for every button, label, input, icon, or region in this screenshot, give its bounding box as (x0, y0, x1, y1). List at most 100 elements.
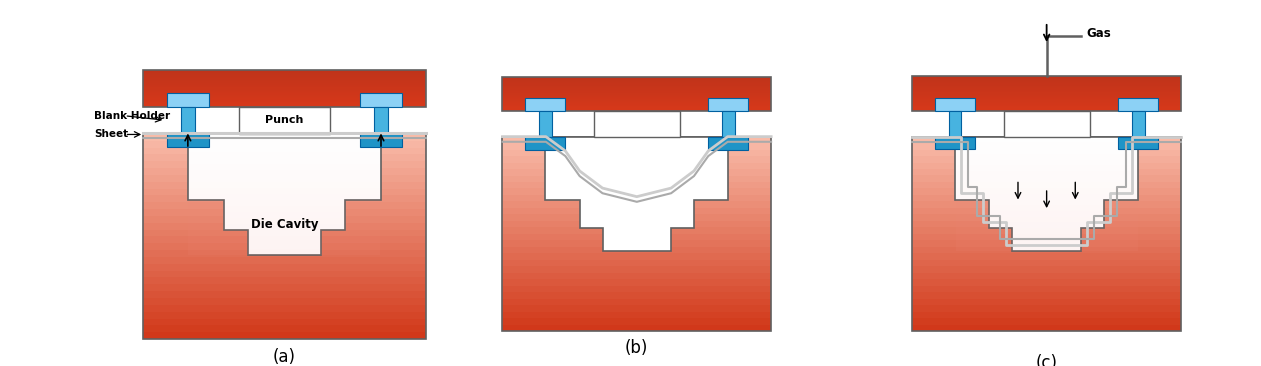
Bar (502, 311, 772, 318)
Bar (912, 286, 1182, 292)
Bar (934, 137, 975, 149)
Bar (182, 107, 194, 134)
Text: Punch: Punch (265, 115, 304, 125)
Bar (188, 176, 381, 182)
Bar (142, 175, 426, 182)
Bar (912, 76, 1182, 111)
Bar (142, 250, 426, 257)
Bar (142, 195, 426, 202)
Bar (502, 108, 772, 109)
Bar (188, 152, 381, 158)
Bar (912, 80, 1182, 81)
Polygon shape (955, 137, 1139, 251)
Bar (142, 141, 426, 147)
Bar (912, 106, 1182, 107)
Bar (912, 103, 1182, 104)
Bar (912, 102, 1182, 103)
Bar (502, 247, 772, 253)
Bar (956, 194, 1137, 199)
Bar (502, 93, 772, 94)
Bar (188, 194, 381, 200)
Bar (912, 90, 1182, 91)
Bar (359, 134, 402, 147)
Bar (956, 245, 1137, 251)
Polygon shape (188, 134, 381, 255)
Bar (142, 134, 426, 339)
Bar (502, 208, 772, 214)
Bar (502, 101, 772, 102)
Bar (912, 97, 1182, 98)
Bar (912, 105, 1182, 106)
Bar (526, 98, 565, 111)
Bar (502, 97, 772, 98)
Bar (956, 205, 1137, 211)
Bar (502, 201, 772, 208)
Bar (502, 103, 772, 104)
Bar (188, 219, 381, 224)
Bar (912, 83, 1182, 85)
Bar (912, 169, 1182, 175)
Bar (188, 243, 381, 249)
Bar (502, 279, 772, 285)
Bar (188, 164, 381, 170)
Bar (956, 137, 1137, 142)
Bar (502, 227, 772, 234)
Bar (502, 104, 772, 105)
Bar (142, 98, 426, 100)
Bar (956, 182, 1137, 188)
Bar (502, 214, 772, 221)
Bar (912, 93, 1182, 94)
Bar (142, 103, 426, 104)
Bar (709, 137, 748, 149)
Bar (502, 96, 772, 97)
Bar (502, 110, 772, 111)
Bar (502, 95, 772, 96)
Bar (912, 137, 1182, 143)
Bar (502, 100, 772, 101)
Bar (142, 80, 426, 81)
Text: Die Cavity: Die Cavity (251, 218, 318, 231)
Bar (912, 76, 1182, 78)
Bar (142, 134, 426, 141)
Bar (142, 97, 426, 98)
Text: (c): (c) (1035, 354, 1058, 366)
Bar (142, 325, 426, 332)
Bar (142, 188, 426, 195)
Bar (142, 79, 426, 80)
Bar (1119, 137, 1159, 149)
Bar (142, 83, 426, 84)
Bar (912, 143, 1182, 150)
Bar (934, 98, 975, 111)
Bar (956, 165, 1137, 171)
Bar (142, 102, 426, 103)
Bar (912, 109, 1182, 111)
Bar (502, 109, 772, 110)
Bar (956, 234, 1137, 240)
Bar (502, 137, 772, 331)
Bar (166, 93, 209, 107)
Bar (142, 81, 426, 83)
Bar (912, 201, 1182, 208)
Bar (142, 87, 426, 89)
Bar (912, 312, 1182, 318)
Bar (912, 95, 1182, 96)
Bar (142, 202, 426, 209)
Bar (912, 91, 1182, 93)
Bar (142, 161, 426, 168)
Bar (188, 158, 381, 164)
Bar (502, 107, 772, 108)
Bar (142, 305, 426, 312)
Bar (956, 177, 1137, 182)
Bar (912, 96, 1182, 97)
Bar (502, 76, 772, 78)
Bar (502, 86, 772, 87)
Bar (709, 98, 748, 111)
Bar (912, 88, 1182, 89)
Bar (502, 76, 772, 111)
Bar (142, 101, 426, 102)
Bar (1132, 111, 1145, 137)
Bar (912, 273, 1182, 279)
Bar (538, 111, 552, 137)
Bar (912, 81, 1182, 82)
Bar (502, 292, 772, 299)
